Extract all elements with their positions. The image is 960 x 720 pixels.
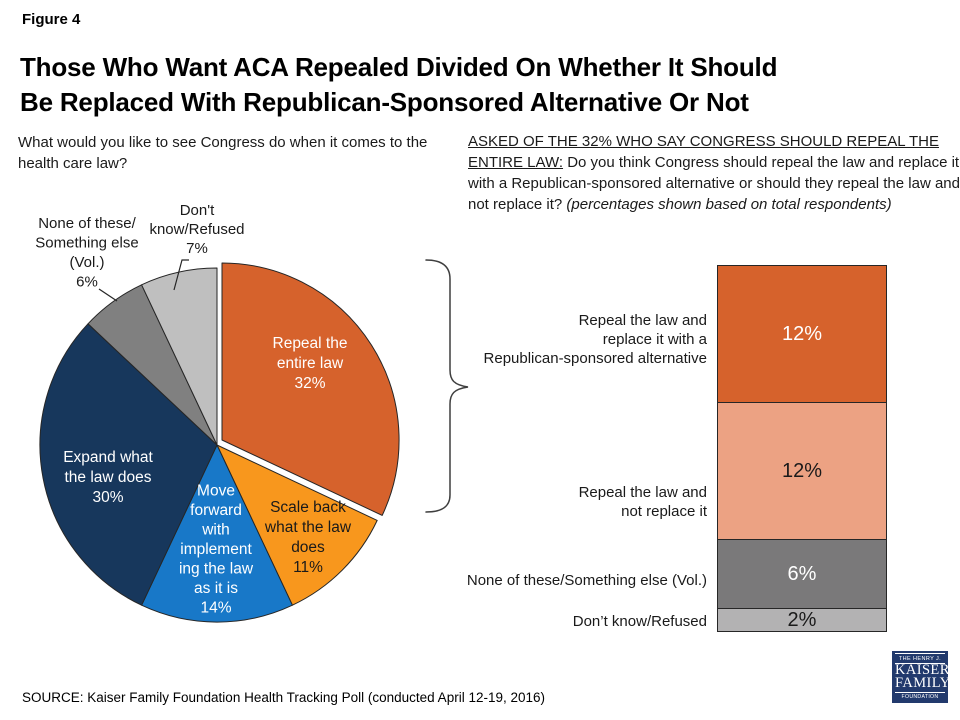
page-title-line1: Those Who Want ACA Repealed Divided On W… <box>20 52 778 82</box>
bar-segment-value: 12% <box>781 460 823 482</box>
bar-category-label: Repeal the law and not replace it <box>578 483 707 520</box>
pie-question: What would you like to see Congress do w… <box>18 134 428 172</box>
pie-slice <box>87 284 218 446</box>
pie-callout-label: Don't know/Refused 7% <box>149 202 244 257</box>
page-title: Those Who Want ACA Repealed Divided On W… <box>20 50 950 120</box>
kff-logo-top-text: THE HENRY J. <box>895 653 945 664</box>
bar-segment: 12% <box>718 403 886 540</box>
bar-segment: 6% <box>718 540 886 609</box>
bar-category-label: None of these/Something else (Vol.) <box>466 571 707 589</box>
kff-logo: THE HENRY J. KAISER FAMILY FOUNDATION <box>892 651 951 703</box>
bar-segment: 2% <box>718 608 886 632</box>
bar-category-label: Don’t know/Refused <box>572 612 707 630</box>
kff-logo-name2: FAMILY <box>895 675 951 691</box>
pie-slice <box>141 267 218 446</box>
bar-question-note: (percentages shown based on total respon… <box>566 196 892 213</box>
pie-callout-label: None of these/Something else (Vol.) 6% <box>35 215 138 290</box>
pie-slice <box>39 323 218 606</box>
bar-category-label: Repeal the law and replace it with a Rep… <box>483 312 707 367</box>
bar-segment-value: 12% <box>781 323 823 345</box>
kff-logo-name1: KAISER <box>895 662 950 678</box>
brace-bracket <box>425 259 469 513</box>
pie-leader-line <box>173 259 189 291</box>
pie-slice-label: Move forward with implement ing the law as it… <box>179 483 254 617</box>
pie-slice <box>141 444 293 623</box>
kff-logo-bottom-text: FOUNDATION <box>895 691 945 700</box>
bar-segment-value: 2% <box>787 608 817 631</box>
bar-question-prefix: ASKED OF THE 32% WHO SAY CONGRESS SHOULD… <box>468 133 939 171</box>
bar-segment: 12% <box>718 266 886 403</box>
pie-slice-label: Expand what the law does 30% <box>63 449 153 506</box>
bar-segment-value: 6% <box>787 562 817 585</box>
page-title-line2: Be Replaced With Republican-Sponsored Al… <box>20 87 749 117</box>
pie-leader-line <box>98 288 118 302</box>
bar-question-body: Do you think Congress should repeal the … <box>468 154 960 213</box>
source-note: SOURCE: Kaiser Family Foundation Health … <box>22 690 545 705</box>
figure-label: Figure 4 <box>22 11 81 28</box>
bar-question: ASKED OF THE 32% WHO SAY CONGRESS SHOULD… <box>468 131 960 215</box>
pie-slice <box>221 262 400 516</box>
stacked-bar-chart: 12% 12% 6% 2% <box>717 265 887 633</box>
